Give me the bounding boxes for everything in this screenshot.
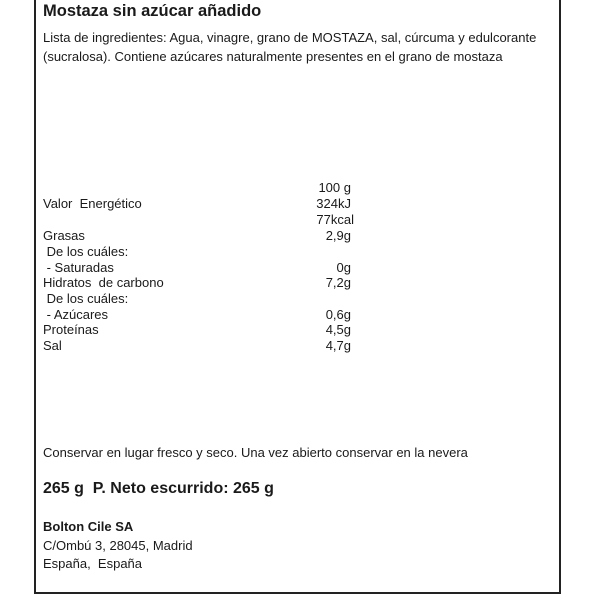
nutrition-row: De los cuáles: (43, 291, 351, 307)
nutrition-row: Hidratos de carbono 7,2g (43, 275, 351, 291)
product-title: Mostaza sin azúcar añadido (43, 2, 262, 20)
company-name: Bolton Cile SA (43, 519, 134, 534)
company-address: C/Ombú 3, 28045, Madrid (43, 538, 193, 553)
nutrition-row: - Saturadas 0g (43, 260, 351, 276)
nutrient-value: 324kJ (316, 196, 351, 211)
nutrient-value: 0g (336, 260, 351, 275)
nutrition-row: Sal 4,7g (43, 338, 351, 354)
nutrient-label: - Azúcares (43, 307, 109, 322)
label-border (34, 0, 561, 594)
storage-instructions: Conservar en lugar fresco y seco. Una ve… (43, 445, 468, 460)
nutrient-value: 7,2g (325, 275, 351, 290)
nutrient-label: Hidratos de carbono (43, 275, 164, 290)
per-100g-header: 100 g (318, 180, 351, 195)
nutrition-row: Grasas 2,9g (43, 228, 351, 244)
company-country: España, España (43, 556, 143, 571)
nutrient-label: - Saturadas (43, 260, 114, 275)
nutrient-value: 4,7g (325, 338, 351, 353)
nutrition-row: Proteínas 4,5g (43, 322, 351, 338)
nutrition-row: 77kcal (43, 212, 354, 228)
nutrition-row: De los cuáles: (43, 244, 351, 260)
nutrient-label: Sal (43, 338, 62, 353)
nutrient-label: De los cuáles: (43, 291, 129, 306)
nutrient-value: 0,6g (325, 307, 351, 322)
nutrition-header: 100 g (43, 180, 351, 196)
nutrition-row: - Azúcares 0,6g (43, 307, 351, 323)
nutrition-row: Valor Energético 324kJ (43, 196, 351, 212)
nutrient-label: Valor Energético (43, 196, 142, 211)
nutrient-label: Proteínas (43, 322, 99, 337)
net-weight: 265 g P. Neto escurrido: 265 g (43, 480, 274, 497)
nutrient-label: De los cuáles: (43, 244, 129, 259)
nutrient-value: 2,9g (325, 228, 351, 243)
nutrient-value: 4,5g (325, 322, 351, 337)
nutrient-value: 77kcal (316, 212, 354, 227)
nutrient-label: Grasas (43, 228, 85, 243)
ingredients-list: Lista de ingredientes: Agua, vinagre, gr… (43, 30, 537, 64)
